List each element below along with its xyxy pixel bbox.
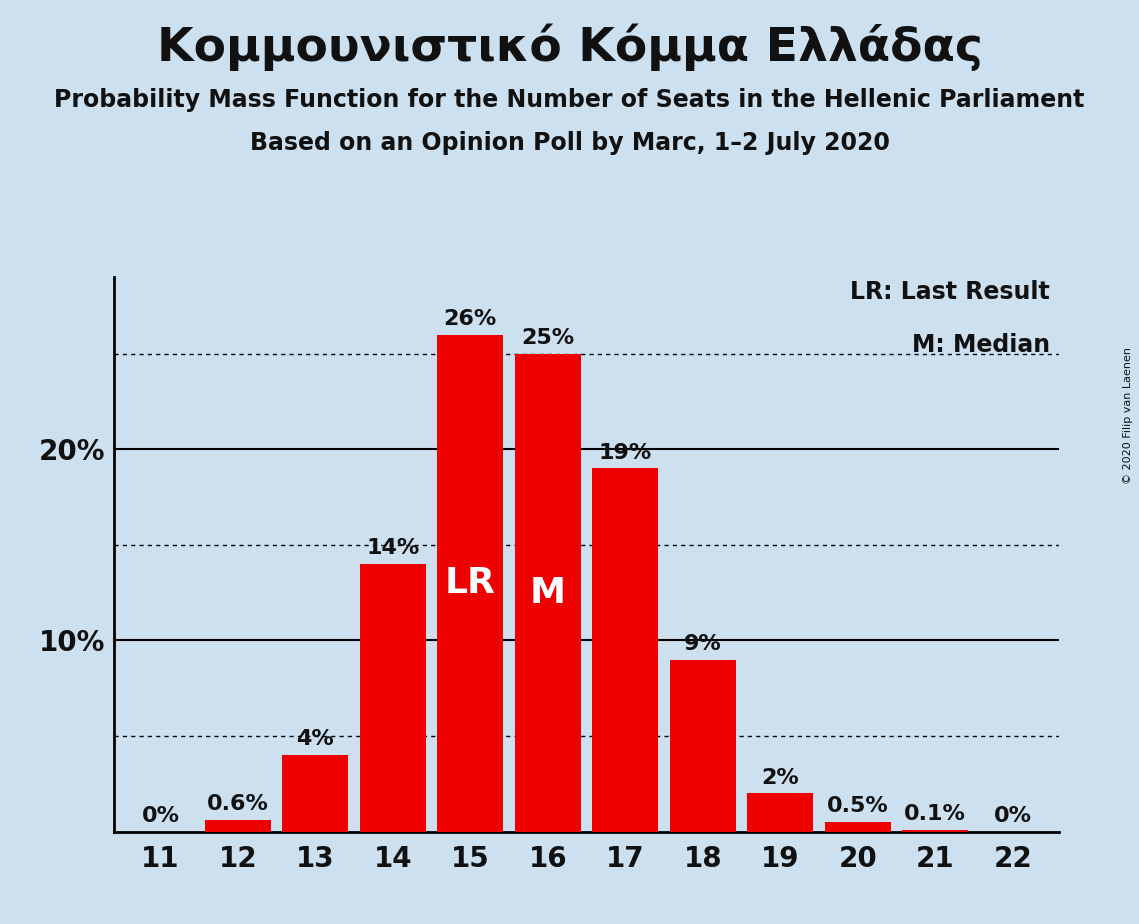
Text: 26%: 26% [444,309,497,329]
Bar [360,564,426,832]
Text: © 2020 Filip van Laenen: © 2020 Filip van Laenen [1123,347,1133,484]
Text: Based on an Opinion Poll by Marc, 1–2 July 2020: Based on an Opinion Poll by Marc, 1–2 Ju… [249,131,890,155]
Bar [902,830,968,832]
Text: 0.5%: 0.5% [827,796,888,816]
Text: 0.1%: 0.1% [904,804,966,824]
Text: M: M [530,576,566,610]
Text: 4%: 4% [296,729,334,749]
Text: 14%: 14% [367,538,419,558]
Bar [747,794,813,832]
Bar [437,334,503,832]
Bar [592,468,658,832]
Bar [825,822,891,832]
Text: 9%: 9% [683,634,722,654]
Bar [205,821,271,832]
Bar [670,660,736,832]
Text: 2%: 2% [762,768,800,787]
Text: 25%: 25% [522,328,574,348]
Text: LR: Last Result: LR: Last Result [850,280,1050,304]
Bar [515,354,581,832]
Text: 0%: 0% [993,806,1032,826]
Text: 19%: 19% [599,443,652,463]
Text: 0.6%: 0.6% [207,795,269,814]
Text: Κομμουνιστικό Κόμμα Ελλάδας: Κομμουνιστικό Κόμμα Ελλάδας [156,23,983,70]
Text: 0%: 0% [141,806,180,826]
Text: M: Median: M: Median [911,333,1050,357]
Bar [282,755,349,832]
Text: Probability Mass Function for the Number of Seats in the Hellenic Parliament: Probability Mass Function for the Number… [55,88,1084,112]
Text: LR: LR [445,566,495,600]
